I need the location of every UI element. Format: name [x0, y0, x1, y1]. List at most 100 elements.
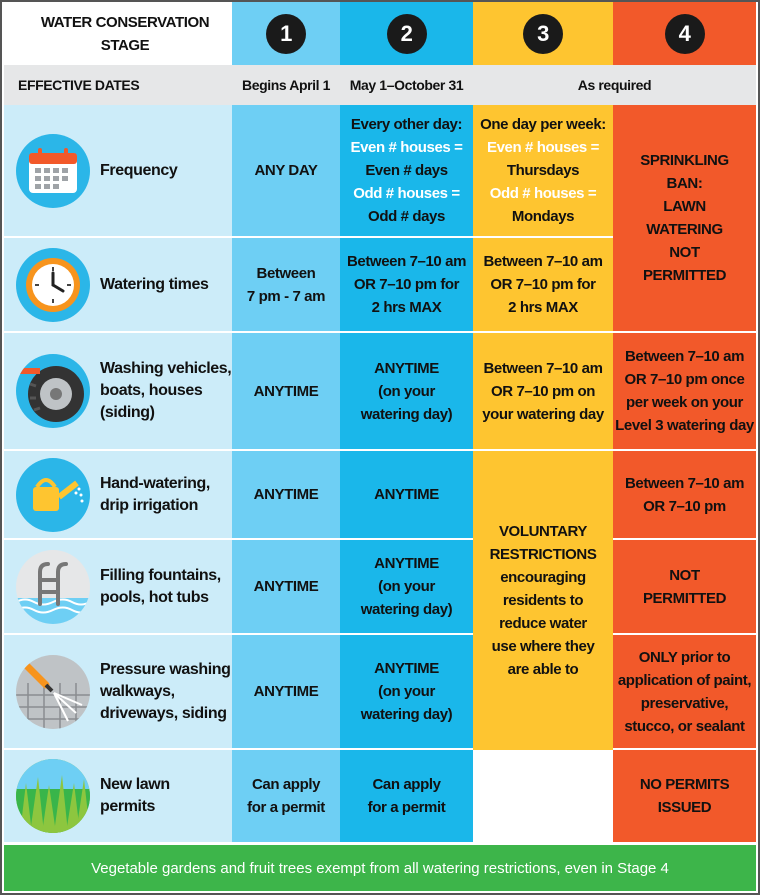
- hand-watering-label-line: Hand-watering,: [100, 474, 210, 492]
- sprinkling-ban-line: WATERING: [646, 221, 723, 238]
- row-label-pressure-washing: Pressure washing walkways, driveways, sidi…: [4, 635, 232, 750]
- stage-3-header: 3: [473, 2, 613, 65]
- sprinkling-ban-line: PERMITTED: [642, 267, 727, 284]
- row-label-frequency: Frequency: [4, 105, 232, 238]
- stage-3-watering-line: 2 hrs MAX: [508, 299, 578, 316]
- stage-4-fountains: NOT PERMITTED: [613, 540, 756, 635]
- stage-3-washing-line: Between 7–10 am: [483, 359, 603, 377]
- voluntary-line: VOLUNTARY: [498, 523, 588, 540]
- voluntary-line: encouraging: [500, 569, 586, 586]
- new-lawn-label-line: permits: [100, 798, 155, 815]
- footer-note: Vegetable gardens and fruit trees exempt…: [4, 845, 756, 891]
- stage-3-frequency-line: One day per week:: [480, 116, 606, 133]
- hand-watering-label: Hand-watering, drip irrigation: [100, 473, 210, 517]
- washing-label-line: (siding): [100, 404, 155, 421]
- stage-3-voluntary: VOLUNTARY RESTRICTIONS encouraging resid…: [473, 451, 613, 750]
- table-title: WATER CONSERVATION STAGE: [4, 2, 232, 65]
- stage-4-washing-line: Between 7–10 am: [624, 348, 745, 365]
- stage-2-washing-line: ANYTIME: [374, 359, 439, 377]
- stage-1-header: 1: [232, 2, 340, 65]
- stage-4-pressure-line: stucco, or sealant: [624, 717, 745, 735]
- stage-3-4-dates: As required: [473, 65, 756, 105]
- calendar-icon: [16, 133, 90, 208]
- stage-2-new-lawn-line: Can apply: [372, 776, 441, 793]
- stage-3-number: 3: [523, 13, 563, 54]
- pressure-label-line: Pressure washing: [100, 660, 231, 678]
- fountains-label-line: pools, hot tubs: [100, 588, 209, 606]
- stage-1-dates: Begins April 1: [232, 65, 340, 105]
- voluntary-line: are able to: [507, 661, 579, 678]
- stage-2-fountains: ANYTIME (on your watering day): [340, 540, 473, 635]
- row-label-fountains: Filling fountains, pools, hot tubs: [4, 540, 232, 635]
- stage-4-washing-line: Level 3 watering day: [615, 417, 754, 434]
- stage-2-pressure-washing: ANYTIME (on your watering day): [340, 635, 473, 750]
- washing-label-line: boats, houses: [100, 382, 203, 399]
- new-lawn-label-line: New lawn: [100, 776, 170, 793]
- fountains-label-line: Filling fountains,: [100, 566, 221, 584]
- stage-2-header: 2: [340, 2, 473, 65]
- stage-2-washing-line: (on your: [378, 382, 435, 400]
- stage-2-fountains-line: (on your: [378, 578, 435, 595]
- stage-1-number: 1: [266, 13, 306, 54]
- washing-label: Washing vehicles, boats, houses (siding): [100, 358, 232, 424]
- stage-4-hand-watering-line: Between 7–10 am: [624, 474, 745, 492]
- stage-2-fountains-line: ANYTIME: [374, 555, 439, 572]
- stage-2-hand-watering: ANYTIME: [340, 451, 473, 540]
- stage-2-pressure-line: (on your: [378, 683, 435, 700]
- stage-2-frequency-line: Even # days: [365, 162, 448, 179]
- stage-2-number: 2: [386, 13, 427, 54]
- voluntary-line: use where they: [491, 638, 595, 655]
- stage-4-new-lawn: NO PERMITS ISSUED: [613, 750, 756, 842]
- stage-3-washing-line: OR 7–10 pm on: [490, 382, 595, 400]
- stage-4-sprinkling-ban: SPRINKLING BAN: LAWN WATERING NOT PERMIT…: [613, 105, 756, 333]
- washing-label-line: Washing vehicles,: [100, 360, 232, 377]
- stage-1-new-lawn-line: for a permit: [247, 799, 325, 816]
- stage-2-pressure-line: watering day): [360, 706, 453, 723]
- new-lawn-label: New lawn permits: [100, 774, 170, 818]
- stage-1-frequency: ANY DAY: [232, 105, 340, 238]
- stage-1-fountains: ANYTIME: [232, 540, 340, 635]
- pressure-label-line: walkways,: [100, 682, 175, 700]
- stage-2-frequency-line: Odd # days: [368, 208, 445, 225]
- hand-watering-label-line: drip irrigation: [100, 496, 199, 514]
- row-label-watering-times: Watering times: [4, 238, 232, 333]
- stage-4-washing-line: per week on your: [626, 394, 743, 411]
- stage-2-watering-times: Between 7–10 am OR 7–10 pm for 2 hrs MAX: [340, 238, 473, 333]
- pool-ladder-icon: [16, 549, 90, 624]
- clock-icon: [16, 247, 90, 322]
- stage-1-pressure-washing: ANYTIME: [232, 635, 340, 750]
- stage-2-watering-line: 2 hrs MAX: [371, 299, 442, 316]
- stage-2-dates: May 1–October 31: [340, 65, 473, 105]
- frequency-label: Frequency: [100, 161, 178, 179]
- sprinkling-ban-line: NOT: [669, 244, 700, 261]
- voluntary-line: RESTRICTIONS: [489, 546, 597, 563]
- stage-4-pressure-line: ONLY prior to: [638, 648, 731, 666]
- fountains-label: Filling fountains, pools, hot tubs: [100, 565, 221, 609]
- stage-1-watering-line: 7 pm - 7 am: [246, 287, 326, 305]
- stage-2-watering-line: OR 7–10 pm for: [353, 276, 460, 293]
- stage-1-washing: ANYTIME: [232, 333, 340, 451]
- stage-3-frequency-line: Thursdays: [506, 162, 580, 179]
- stage-2-frequency-line: Every other day:: [350, 116, 463, 133]
- stage-4-number: 4: [664, 13, 705, 54]
- grass-icon: [16, 759, 90, 833]
- stage-4-pressure-line: application of paint,: [617, 671, 752, 689]
- stage-3-frequency: One day per week: Even # houses = Thursd…: [473, 105, 613, 238]
- stage-3-washing-line: your watering day: [482, 405, 604, 423]
- row-label-hand-watering: Hand-watering, drip irrigation: [4, 451, 232, 540]
- stage-2-frequency: Every other day: Even # houses = Even # …: [340, 105, 473, 238]
- effective-dates-label: EFFECTIVE DATES: [4, 65, 232, 105]
- stage-4-pressure-washing: ONLY prior to application of paint, preser…: [613, 635, 756, 750]
- pressure-label-line: driveways, siding: [100, 704, 227, 722]
- stage-2-fountains-line: watering day): [360, 601, 453, 618]
- stage-2-frequency-line: Odd # houses =: [353, 185, 460, 202]
- watering-can-icon: [16, 457, 90, 532]
- stage-2-new-lawn-line: for a permit: [367, 799, 446, 816]
- stage-2-washing: ANYTIME (on your watering day): [340, 333, 473, 451]
- voluntary-line: reduce water: [499, 615, 587, 632]
- stage-1-watering-line: Between: [256, 264, 316, 282]
- tire-icon: [16, 354, 90, 428]
- stage-2-pressure-line: ANYTIME: [374, 660, 439, 677]
- stage-4-hand-watering-line: OR 7–10 pm: [643, 497, 726, 515]
